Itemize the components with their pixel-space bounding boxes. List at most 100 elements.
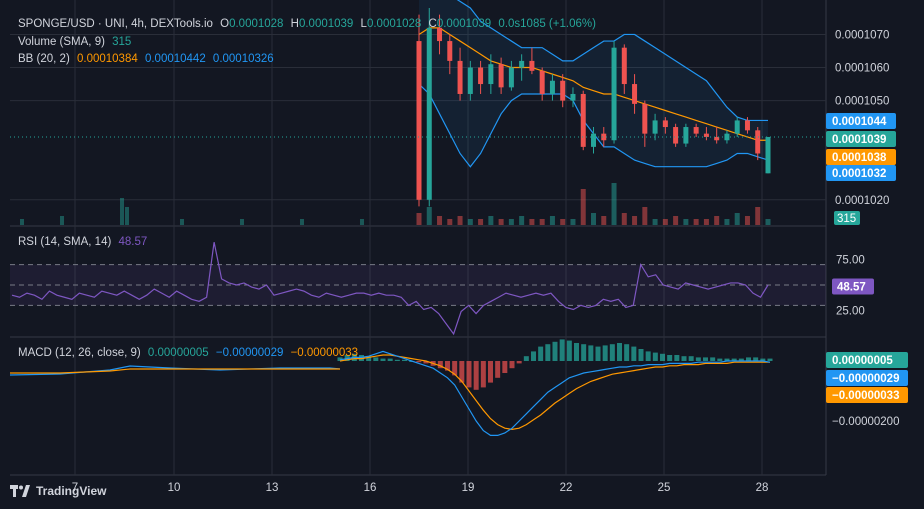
macd-histogram-bar [538, 346, 544, 361]
macd-histogram-bar [394, 359, 400, 361]
macd-histogram-bar [602, 345, 608, 361]
macd-histogram-bar [710, 357, 716, 361]
volume-bar [437, 216, 443, 225]
volume-legend: Volume (SMA, 9) 315 [18, 35, 135, 49]
volume-bar [765, 219, 771, 225]
candle-up [488, 64, 494, 85]
candle-down [560, 80, 566, 101]
macd-histogram-bar [660, 353, 665, 361]
macd-histogram-bar [480, 361, 486, 388]
volume-bar-history [120, 198, 124, 225]
rsi-tick-label: 75.00 [836, 255, 865, 267]
low-label: L [360, 18, 367, 30]
price-tick-label: 0.0001020 [835, 195, 889, 207]
volume-bar [426, 207, 432, 225]
candle-up [570, 93, 576, 101]
x-tick-label: 7 [72, 482, 78, 494]
macd-histogram-bar [437, 361, 443, 369]
macd-histogram-bar [545, 344, 551, 361]
tradingview-logo[interactable]: TradingView [10, 484, 106, 498]
volume-bar-history [300, 219, 304, 225]
volume-bar [591, 213, 596, 225]
x-tick-label: 13 [266, 482, 279, 494]
bb-label: BB (20, 2) [18, 53, 70, 65]
macd-histogram-bar [373, 357, 379, 361]
volume-bar [662, 219, 668, 225]
macd-histogram-bar [767, 358, 773, 361]
price-tag-label: 0.0001038 [832, 152, 887, 164]
macd-signal-history [10, 368, 340, 374]
volume-bar [714, 216, 720, 225]
macd-histogram-bar [423, 361, 429, 364]
candle-down [693, 127, 699, 134]
rsi-tag-label: 48.57 [837, 281, 866, 293]
rsi-tick-label: 25.00 [836, 306, 865, 318]
macd-histogram-bar [488, 361, 493, 383]
low-value: 0.0001028 [366, 18, 422, 30]
candle-down [447, 41, 453, 61]
macd-histogram-bar [509, 361, 515, 369]
open-label: O [220, 18, 230, 30]
volume-tag-label: 315 [837, 213, 856, 225]
rsi-line [11, 242, 769, 336]
close-label: C [428, 18, 437, 30]
candle-up [734, 120, 740, 134]
x-tick-label: 22 [560, 482, 573, 494]
macd-histogram-bar [695, 357, 701, 361]
macd-histogram-bar [731, 358, 737, 361]
volume-bar [560, 219, 566, 225]
volume-bar [519, 216, 525, 225]
macd-tag [826, 352, 908, 368]
candle-up [765, 136, 771, 174]
volume-bar [570, 219, 576, 225]
volume-bar [621, 213, 627, 225]
macd-histogram-bar [523, 356, 529, 361]
bb-upper-value: 0.00010442 [144, 53, 206, 65]
bb-basis-line [418, 27, 768, 141]
candle-down [601, 133, 607, 141]
candle-down [714, 136, 720, 141]
volume-bar-history [60, 216, 64, 225]
macd-histogram-bar [624, 344, 630, 361]
macd-histogram-bar [674, 355, 680, 361]
macd-histogram-bar [595, 346, 601, 361]
rsi-tag [832, 278, 874, 295]
macd-histogram-bar [609, 344, 615, 361]
macd-histogram-bar [724, 358, 730, 361]
tradingview-label: TradingView [36, 484, 107, 498]
macd-histogram-bar [466, 361, 472, 388]
volume-bar [683, 219, 689, 225]
volume-bar [755, 207, 761, 225]
bb-basis-value: 0.00010384 [76, 53, 138, 65]
volume-bar [724, 219, 730, 225]
bb-lower-value: 0.00010326 [212, 53, 274, 65]
price-tick-label: 0.0001060 [835, 63, 889, 75]
volume-bar [734, 213, 740, 225]
volume-bar-history [180, 219, 184, 225]
x-tick-label: 10 [168, 482, 181, 494]
volume-bar-history [20, 219, 24, 225]
macd-signal-line [339, 354, 770, 431]
volume-bar [498, 219, 504, 225]
macd-histogram-bar [559, 339, 565, 361]
macd-histogram-bar [588, 345, 594, 361]
macd-line [339, 350, 771, 436]
candle-down [621, 47, 627, 85]
candle-down [416, 41, 422, 200]
change-value: 0.0s1085 (+1.06%) [498, 18, 596, 30]
macd-histogram-bar [387, 358, 393, 361]
macd-tag [826, 370, 908, 386]
candle-down [478, 67, 484, 85]
candle-up [426, 27, 432, 200]
price-tag [826, 131, 896, 147]
macd-histogram-bar [452, 361, 458, 376]
macd-histogram-bar [581, 344, 587, 361]
price-tag [826, 149, 896, 165]
volume-bar [529, 219, 535, 225]
macd-histogram-bar [681, 356, 687, 361]
macd-hist-value: 0.00000005 [147, 347, 209, 359]
macd-histogram-bar [531, 351, 536, 361]
price-tick-label: 0.0001050 [835, 96, 889, 108]
candle-down [498, 64, 504, 88]
